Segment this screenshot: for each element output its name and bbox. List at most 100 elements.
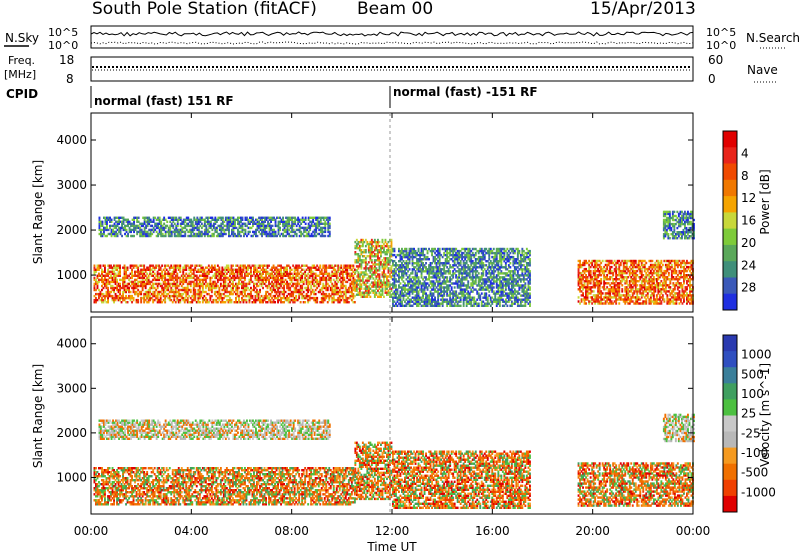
data-cell (411, 262, 414, 265)
data-cell (443, 251, 446, 255)
data-cell (414, 249, 417, 253)
data-cell (363, 251, 366, 254)
data-cell (179, 282, 182, 286)
data-cell (377, 238, 379, 242)
data-cell (452, 300, 455, 303)
data-cell (401, 247, 403, 251)
data-cell (479, 284, 482, 287)
data-cell (201, 284, 204, 288)
data-cell (280, 301, 282, 304)
data-cell (419, 266, 421, 269)
data-cell (283, 290, 285, 294)
data-cell (422, 270, 424, 273)
data-cell (491, 288, 494, 291)
data-cell (452, 260, 455, 263)
data-cell (305, 282, 308, 286)
data-cell (458, 276, 461, 279)
data-cell (204, 296, 207, 300)
data-cell (128, 282, 130, 286)
data-cell (360, 283, 363, 286)
data-cell (398, 249, 400, 253)
data-cell (222, 282, 225, 286)
data-cell (262, 224, 265, 228)
data-cell (163, 234, 166, 238)
data-cell (402, 260, 405, 263)
data-cell (172, 224, 175, 228)
data-cell (422, 284, 424, 287)
data-cell (441, 296, 444, 299)
data-cell (432, 286, 435, 289)
data-cell (264, 224, 266, 228)
data-cell (313, 228, 316, 232)
data-cell (377, 257, 379, 260)
data-cell (432, 270, 435, 273)
data-cell (355, 269, 358, 272)
data-cell (119, 270, 121, 273)
data-cell (237, 234, 239, 238)
data-cell (316, 216, 319, 219)
data-cell (191, 234, 194, 238)
data-cell (281, 266, 284, 269)
data-cell (172, 230, 175, 234)
data-cell (438, 270, 441, 273)
data-cell (370, 269, 373, 272)
data-cell (248, 272, 251, 275)
data-cell (130, 224, 132, 228)
data-cell (175, 226, 178, 230)
data-cell (273, 228, 275, 232)
data-cell (392, 296, 394, 299)
data-cell (373, 289, 376, 292)
data-cell (291, 216, 294, 219)
data-cell (128, 296, 130, 300)
data-cell (256, 268, 258, 271)
data-cell (426, 288, 429, 291)
data-cell (134, 278, 136, 282)
data-cell (268, 224, 271, 228)
data-cell (206, 298, 209, 302)
data-cell (452, 294, 455, 297)
data-cell (488, 294, 491, 297)
data-cell (310, 296, 313, 300)
data-cell (275, 272, 278, 275)
data-cell (220, 226, 223, 230)
data-cell (456, 249, 459, 253)
data-cell (136, 232, 139, 236)
data-cell (461, 284, 464, 287)
data-cell (358, 240, 361, 244)
data-cell (290, 276, 293, 280)
data-cell (334, 286, 337, 290)
data-cell (423, 247, 426, 251)
data-cell (476, 274, 479, 277)
data-cell (301, 294, 304, 298)
data-cell (112, 232, 114, 236)
data-cell (461, 251, 464, 255)
data-cell (289, 294, 292, 298)
data-cell (303, 226, 306, 230)
data-cell (350, 272, 353, 275)
data-cell (324, 220, 327, 223)
data-cell (306, 232, 309, 236)
data-cell (170, 278, 173, 282)
data-cell (357, 277, 360, 280)
data-cell (255, 232, 257, 236)
data-cell (464, 258, 467, 261)
data-cell (401, 294, 403, 297)
data-cell (227, 266, 230, 269)
data-cell (236, 290, 239, 294)
data-cell (206, 272, 209, 275)
data-cell (450, 302, 453, 305)
data-cell (489, 304, 492, 307)
data-cell (285, 234, 287, 238)
data-cell (200, 264, 203, 267)
data-cell (99, 264, 102, 267)
data-cell (301, 226, 304, 230)
data-cell (286, 298, 288, 302)
data-cell (444, 260, 447, 263)
data-cell (132, 282, 135, 286)
data-cell (319, 222, 322, 225)
data-cell (109, 226, 111, 230)
data-cell (325, 284, 328, 288)
data-cell (99, 274, 102, 277)
data-cell (280, 220, 283, 223)
data-cell (370, 259, 373, 262)
